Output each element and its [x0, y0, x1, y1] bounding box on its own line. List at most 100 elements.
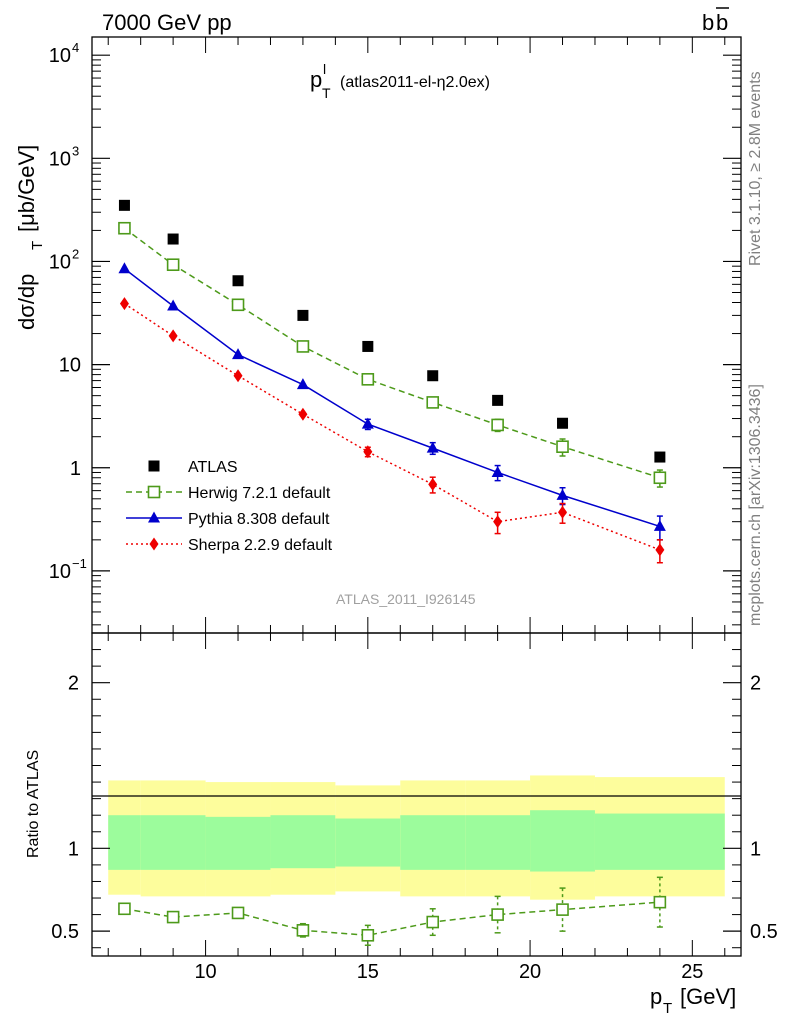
data-point	[655, 543, 665, 557]
y-tick-exponent: 4	[72, 40, 79, 55]
ratio-line	[124, 901, 660, 937]
x-tick-label: 10	[194, 961, 216, 983]
main-series	[118, 199, 667, 564]
ratio-y-tick-label-right: 2	[750, 673, 761, 695]
inner-band	[205, 816, 271, 870]
ratio-uncertainty-bands	[108, 775, 725, 900]
y-tick-label: 10	[49, 561, 71, 583]
data-point	[298, 407, 308, 421]
main-title: p l T (atlas2011-el-η2.0ex)	[310, 61, 490, 101]
ratio-series	[118, 876, 667, 946]
inner-band	[140, 815, 206, 870]
svg-text:T: T	[663, 1000, 672, 1017]
data-point	[653, 519, 666, 531]
ratio-point	[118, 902, 131, 916]
data-point	[118, 199, 130, 211]
data-point	[118, 262, 131, 274]
main-y-axis-label: dσ/dp T [μb/GeV]	[14, 145, 46, 330]
data-point	[493, 515, 503, 529]
data-point	[558, 505, 568, 519]
legend-marker	[148, 460, 160, 472]
ratio-y-tick-label-right: 1	[750, 838, 761, 860]
data-point	[167, 233, 179, 245]
y-tick-label: 10	[59, 355, 81, 377]
rivet-label: Rivet 3.1.10, ≥ 2.8M events	[747, 71, 764, 266]
inner-band	[335, 818, 401, 867]
svg-text:T: T	[29, 241, 46, 250]
data-point	[428, 477, 438, 491]
y-tick-label: 1	[70, 458, 81, 480]
data-point	[653, 471, 667, 485]
svg-text:dσ/dp: dσ/dp	[14, 274, 39, 330]
data-point	[167, 299, 180, 311]
y-tick-label: 10	[49, 45, 71, 67]
svg-text:[μb/GeV]: [μb/GeV]	[14, 145, 39, 232]
data-point	[296, 378, 309, 390]
y-tick-exponent: 2	[72, 246, 79, 261]
data-point	[232, 348, 245, 360]
data-point	[168, 329, 178, 343]
inner-band	[270, 815, 336, 869]
data-point	[491, 465, 504, 477]
data-point	[231, 298, 245, 312]
ratio-y-axis-label: Ratio to ATLAS	[25, 750, 42, 858]
legend-label: Herwig 7.2.1 default	[188, 485, 331, 502]
ratio-point	[361, 928, 375, 942]
series-1	[118, 221, 667, 488]
y-tick-exponent: −1	[72, 556, 87, 571]
inner-band	[108, 815, 141, 870]
svg-text:(atlas2011-el-η2.0ex): (atlas2011-el-η2.0ex)	[340, 74, 490, 91]
ratio-point	[556, 903, 569, 916]
ratio-frame	[91, 632, 742, 957]
ratio-y-tick-label: 2	[68, 673, 79, 695]
inner-band	[530, 810, 595, 872]
legend-label: Pythia 8.308 default	[188, 511, 330, 528]
svg-text:b: b	[702, 10, 714, 35]
data-point	[556, 440, 569, 453]
x-tick-label: 15	[357, 961, 379, 983]
series-3	[119, 297, 665, 564]
ratio-axis-ticks: 2 2 1 1 0.5 0.5 10 15 20 25	[51, 633, 778, 983]
ratio-panel: 2 2 1 1 0.5 0.5 10 15 20 25 Ratio to ATLAS p T [G…	[25, 632, 778, 1017]
ratio-point	[426, 915, 440, 929]
legend-marker	[147, 485, 161, 499]
data-point	[118, 221, 131, 235]
legend-marker	[149, 537, 159, 551]
data-point	[426, 441, 439, 453]
data-point	[361, 417, 374, 429]
svg-text:p: p	[650, 984, 662, 1009]
data-point	[232, 275, 244, 287]
inner-band	[594, 813, 725, 870]
data-point	[296, 340, 310, 353]
data-point	[556, 488, 569, 500]
x-axis-label: p T [GeV]	[650, 984, 736, 1017]
data-point	[362, 340, 374, 352]
y-tick-exponent: 3	[72, 143, 79, 158]
ratio-y-tick-label: 0.5	[51, 921, 79, 943]
data-point	[426, 396, 440, 409]
data-point	[119, 297, 129, 311]
x-tick-label: 25	[681, 961, 703, 983]
inner-band	[400, 815, 466, 870]
y-tick-label: 10	[49, 148, 71, 170]
ratio-point	[491, 908, 504, 921]
y-tick-label: 10	[49, 251, 71, 273]
data-point	[363, 445, 373, 459]
ratio-point	[653, 895, 667, 909]
ratio-point	[231, 906, 245, 920]
x-tick-label: 20	[519, 961, 541, 983]
legend-label: ATLAS	[188, 459, 238, 476]
series-0	[118, 199, 666, 463]
header-collision: 7000 GeV pp	[102, 10, 232, 35]
ratio-series-0	[118, 876, 667, 946]
data-point	[166, 258, 180, 272]
ratio-point	[296, 924, 310, 937]
mcplots-label: mcplots.cern.ch [arXiv:1306.3436]	[747, 384, 764, 626]
data-point	[427, 370, 439, 382]
svg-text:p: p	[310, 67, 322, 92]
svg-text:b: b	[716, 10, 728, 35]
svg-text:[GeV]: [GeV]	[680, 984, 736, 1009]
series-line	[124, 303, 661, 551]
